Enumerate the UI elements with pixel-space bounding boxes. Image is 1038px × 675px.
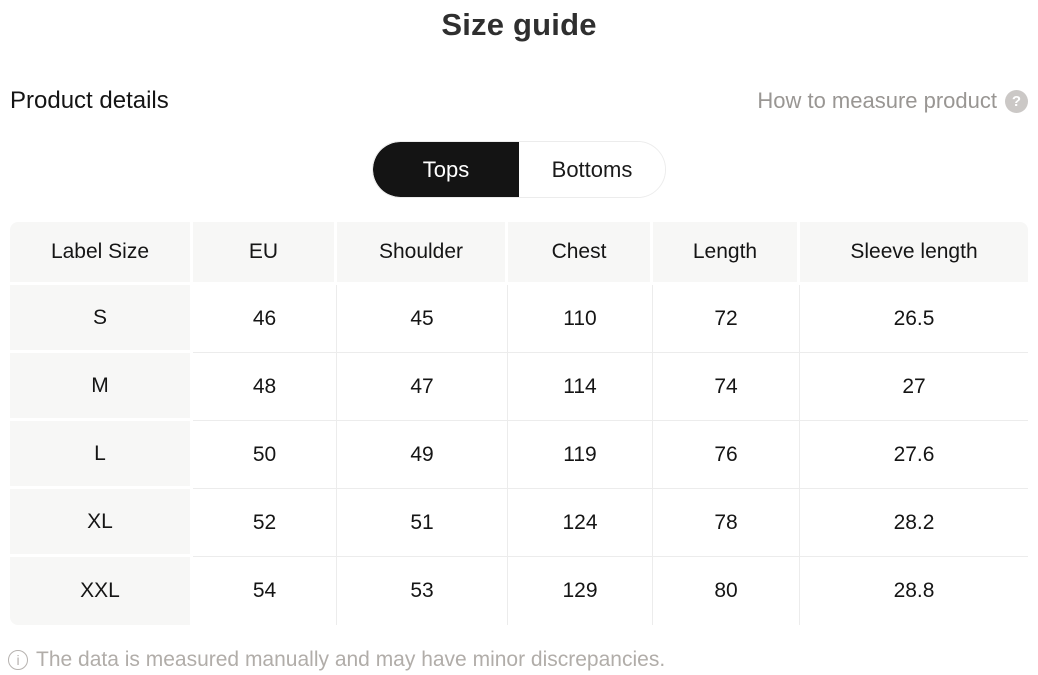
tab-bottoms[interactable]: Bottoms bbox=[519, 142, 665, 197]
table-cell: 48 bbox=[193, 353, 337, 421]
table-cell: 45 bbox=[337, 285, 508, 353]
table-cell: 28.8 bbox=[800, 557, 1028, 625]
column-header-label-size: Label Size bbox=[10, 222, 193, 285]
table-cell: 27.6 bbox=[800, 421, 1028, 489]
disclaimer-text: The data is measured manually and may ha… bbox=[36, 648, 666, 671]
table-cell: 110 bbox=[508, 285, 653, 353]
column-header-sleeve-length: Sleeve length bbox=[800, 222, 1028, 285]
table-cell: 51 bbox=[337, 489, 508, 557]
table-cell: 50 bbox=[193, 421, 337, 489]
table-cell: 129 bbox=[508, 557, 653, 625]
table-cell: 72 bbox=[653, 285, 800, 353]
table-cell: 76 bbox=[653, 421, 800, 489]
page-title: Size guide bbox=[441, 7, 597, 42]
tab-tops[interactable]: Tops bbox=[373, 142, 519, 197]
table-cell: 28.2 bbox=[800, 489, 1028, 557]
table-cell: 53 bbox=[337, 557, 508, 625]
column-header-chest: Chest bbox=[508, 222, 653, 285]
table-cell: 47 bbox=[337, 353, 508, 421]
category-toggle-row: Tops Bottoms bbox=[0, 141, 1038, 198]
table-cell: 78 bbox=[653, 489, 800, 557]
row-label-l: L bbox=[10, 421, 193, 489]
row-label-xl: XL bbox=[10, 489, 193, 557]
table-cell: 26.5 bbox=[800, 285, 1028, 353]
table-cell: 124 bbox=[508, 489, 653, 557]
column-header-shoulder: Shoulder bbox=[337, 222, 508, 285]
measurement-disclaimer: i The data is measured manually and may … bbox=[8, 648, 1038, 672]
how-to-measure-link[interactable]: How to measure product ? bbox=[757, 88, 1028, 114]
details-header-row: Product details How to measure product ? bbox=[10, 84, 1028, 118]
table-cell: 52 bbox=[193, 489, 337, 557]
row-label-xxl: XXL bbox=[10, 557, 193, 625]
table-cell: 114 bbox=[508, 353, 653, 421]
table-cell: 80 bbox=[653, 557, 800, 625]
category-toggle: Tops Bottoms bbox=[372, 141, 666, 198]
table-cell: 54 bbox=[193, 557, 337, 625]
how-to-measure-label: How to measure product bbox=[757, 88, 997, 113]
table-cell: 119 bbox=[508, 421, 653, 489]
info-circle-icon: i bbox=[8, 650, 28, 670]
column-header-length: Length bbox=[653, 222, 800, 285]
table-cell: 46 bbox=[193, 285, 337, 353]
table-cell: 27 bbox=[800, 353, 1028, 421]
table-cell: 74 bbox=[653, 353, 800, 421]
question-circle-icon[interactable]: ? bbox=[1005, 89, 1028, 113]
row-label-s: S bbox=[10, 285, 193, 353]
product-details-heading: Product details bbox=[10, 87, 169, 114]
column-header-eu: EU bbox=[193, 222, 337, 285]
row-label-m: M bbox=[10, 353, 193, 421]
table-cell: 49 bbox=[337, 421, 508, 489]
size-table: Label Size EU Shoulder Chest Length Slee… bbox=[10, 222, 1028, 625]
